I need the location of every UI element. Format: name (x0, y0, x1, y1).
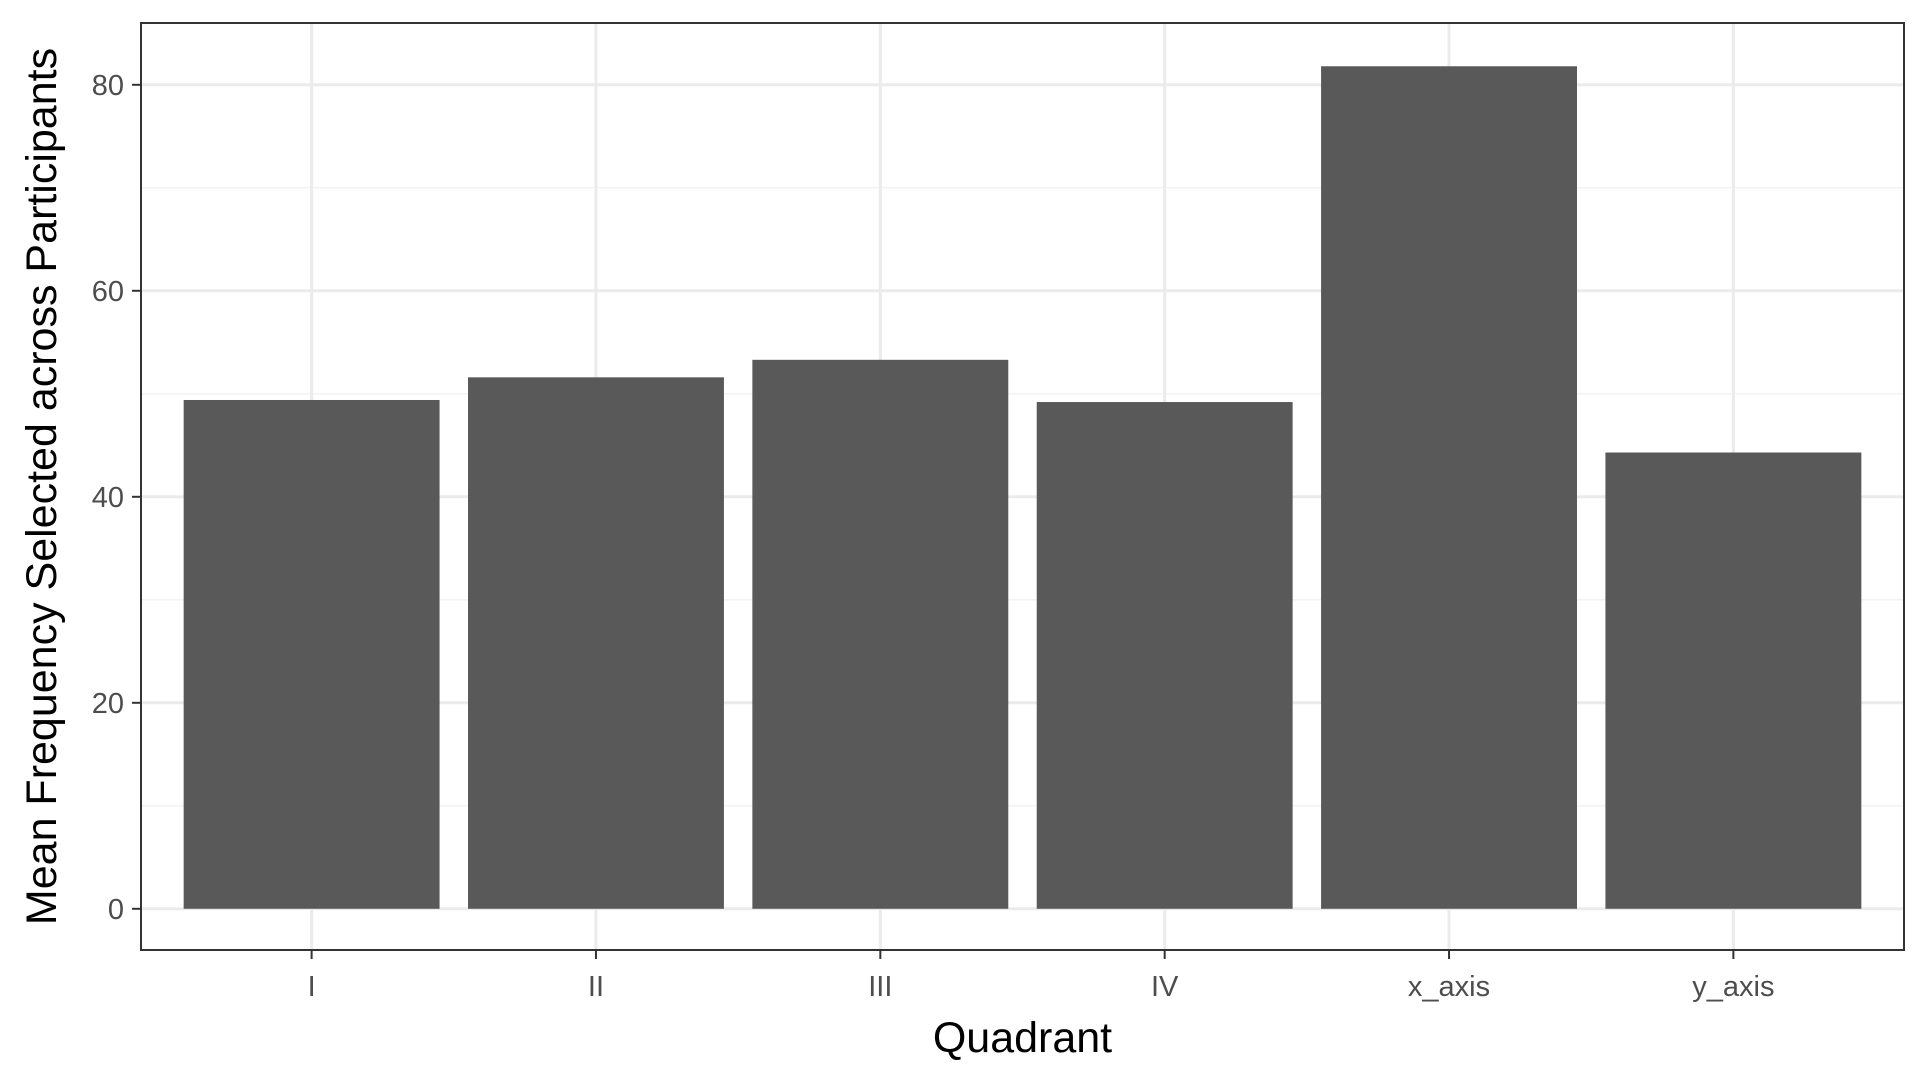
bar-I (183, 399, 440, 909)
x-tick-label: III (868, 971, 892, 1003)
y-tick-label: 40 (92, 482, 124, 514)
x-axis: I II III IV x_axis y_axis (308, 950, 1774, 1003)
x-tick-label: II (588, 971, 604, 1003)
y-axis-title: Mean Frequency Selected across Participa… (18, 48, 66, 925)
x-axis-title: Quadrant (933, 1014, 1112, 1062)
y-tick-label: 60 (92, 276, 124, 308)
bar-IV (1036, 402, 1293, 909)
y-axis: 0 20 40 60 80 (92, 70, 141, 926)
bar-x_axis (1321, 66, 1577, 909)
x-tick-label: IV (1151, 971, 1179, 1003)
y-tick-label: 20 (92, 688, 124, 720)
x-tick-label: y_axis (1692, 971, 1774, 1003)
bar-II (468, 377, 724, 909)
panel-border (140, 22, 1905, 951)
y-tick-label: 80 (92, 70, 124, 102)
plot-panel (140, 22, 1905, 951)
bar-III (752, 359, 1009, 909)
x-tick-label: I (308, 971, 316, 1003)
x-tick-label: x_axis (1408, 971, 1490, 1003)
y-tick-label: 0 (108, 894, 124, 926)
bar-y_axis (1605, 452, 1862, 909)
bars (183, 66, 1862, 909)
